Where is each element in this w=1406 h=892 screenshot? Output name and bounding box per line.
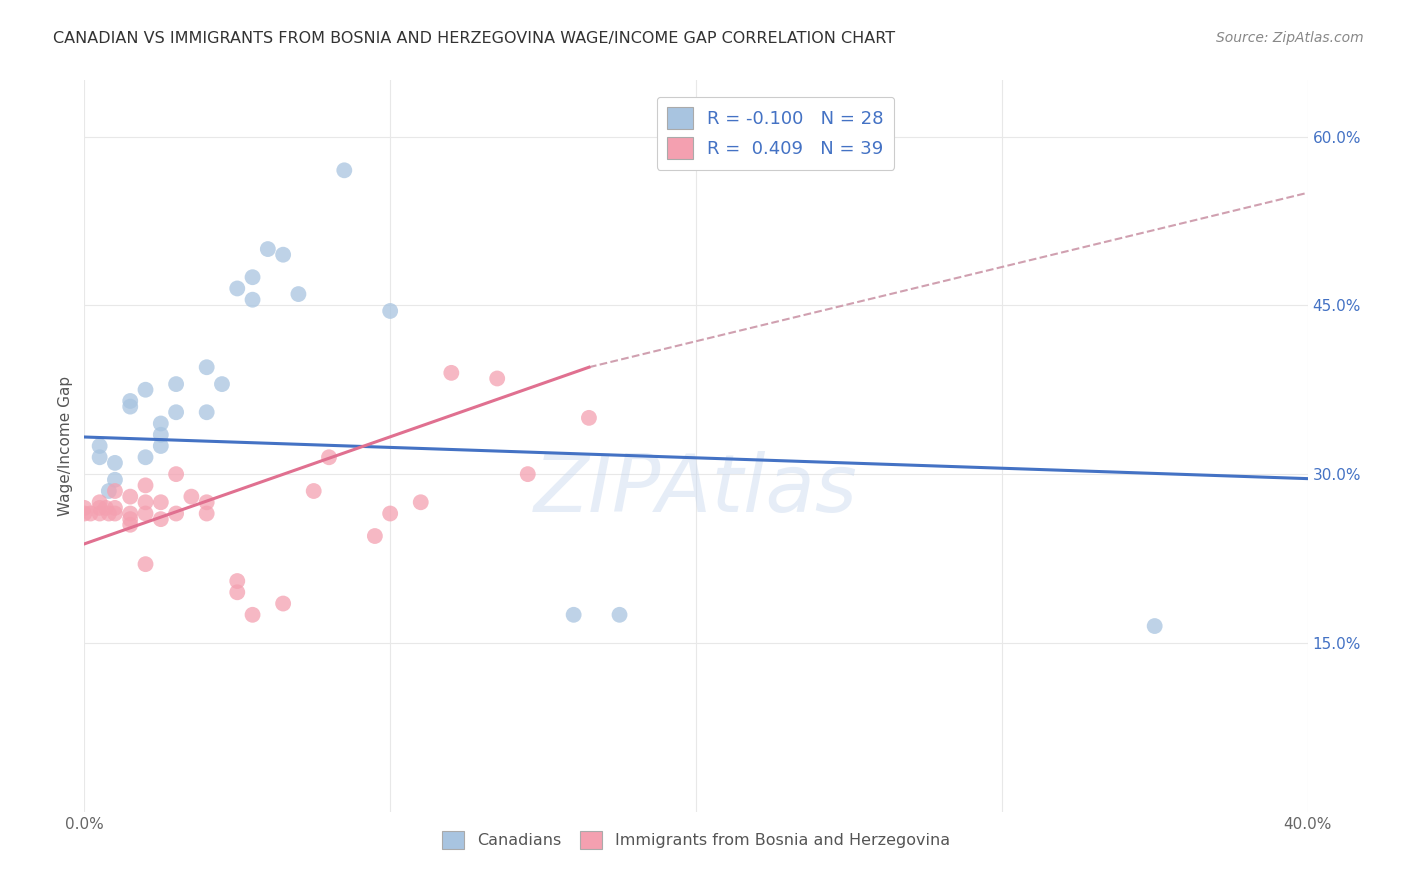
Point xyxy=(94,500,117,515)
Point xyxy=(257,242,280,256)
Point xyxy=(242,270,264,285)
Point xyxy=(104,507,127,521)
Point xyxy=(104,473,127,487)
Point xyxy=(165,467,187,482)
Point xyxy=(242,607,264,622)
Point xyxy=(195,360,218,375)
Point xyxy=(562,607,585,622)
Point xyxy=(380,304,402,318)
Point xyxy=(333,163,356,178)
Point xyxy=(89,495,111,509)
Point xyxy=(120,400,142,414)
Point xyxy=(226,281,249,295)
Point xyxy=(89,450,111,465)
Point xyxy=(135,507,157,521)
Point xyxy=(104,500,127,515)
Point xyxy=(149,417,172,431)
Point xyxy=(165,507,187,521)
Point xyxy=(486,371,509,385)
Point xyxy=(609,607,631,622)
Point xyxy=(149,495,172,509)
Point xyxy=(1143,619,1166,633)
Legend: Canadians, Immigrants from Bosnia and Herzegovina: Canadians, Immigrants from Bosnia and He… xyxy=(436,825,956,855)
Point xyxy=(120,507,142,521)
Point xyxy=(226,585,249,599)
Point xyxy=(226,574,249,588)
Point xyxy=(135,450,157,465)
Point xyxy=(380,507,402,521)
Point xyxy=(180,490,202,504)
Point xyxy=(165,405,187,419)
Y-axis label: Wage/Income Gap: Wage/Income Gap xyxy=(58,376,73,516)
Point xyxy=(409,495,432,509)
Point xyxy=(135,557,157,571)
Point xyxy=(302,483,325,498)
Point xyxy=(271,597,294,611)
Point xyxy=(578,410,600,425)
Point xyxy=(120,490,142,504)
Point xyxy=(120,512,142,526)
Point xyxy=(79,507,101,521)
Point xyxy=(165,377,187,392)
Point xyxy=(73,507,96,521)
Point xyxy=(135,495,157,509)
Point xyxy=(120,517,142,532)
Point xyxy=(149,439,172,453)
Point xyxy=(195,507,218,521)
Point xyxy=(104,483,127,498)
Point xyxy=(318,450,340,465)
Point xyxy=(149,512,172,526)
Point xyxy=(195,495,218,509)
Point xyxy=(120,394,142,409)
Point xyxy=(211,377,233,392)
Point xyxy=(97,483,120,498)
Point xyxy=(271,248,294,262)
Point xyxy=(135,478,157,492)
Point xyxy=(73,500,96,515)
Text: ZIPAtlas: ZIPAtlas xyxy=(534,450,858,529)
Point xyxy=(89,507,111,521)
Point xyxy=(135,383,157,397)
Point xyxy=(516,467,538,482)
Point xyxy=(149,427,172,442)
Point xyxy=(364,529,387,543)
Point xyxy=(89,500,111,515)
Point xyxy=(104,456,127,470)
Text: CANADIAN VS IMMIGRANTS FROM BOSNIA AND HERZEGOVINA WAGE/INCOME GAP CORRELATION C: CANADIAN VS IMMIGRANTS FROM BOSNIA AND H… xyxy=(53,31,896,46)
Point xyxy=(195,405,218,419)
Point xyxy=(287,287,309,301)
Point xyxy=(97,507,120,521)
Point xyxy=(89,439,111,453)
Point xyxy=(440,366,463,380)
Point xyxy=(242,293,264,307)
Text: Source: ZipAtlas.com: Source: ZipAtlas.com xyxy=(1216,31,1364,45)
